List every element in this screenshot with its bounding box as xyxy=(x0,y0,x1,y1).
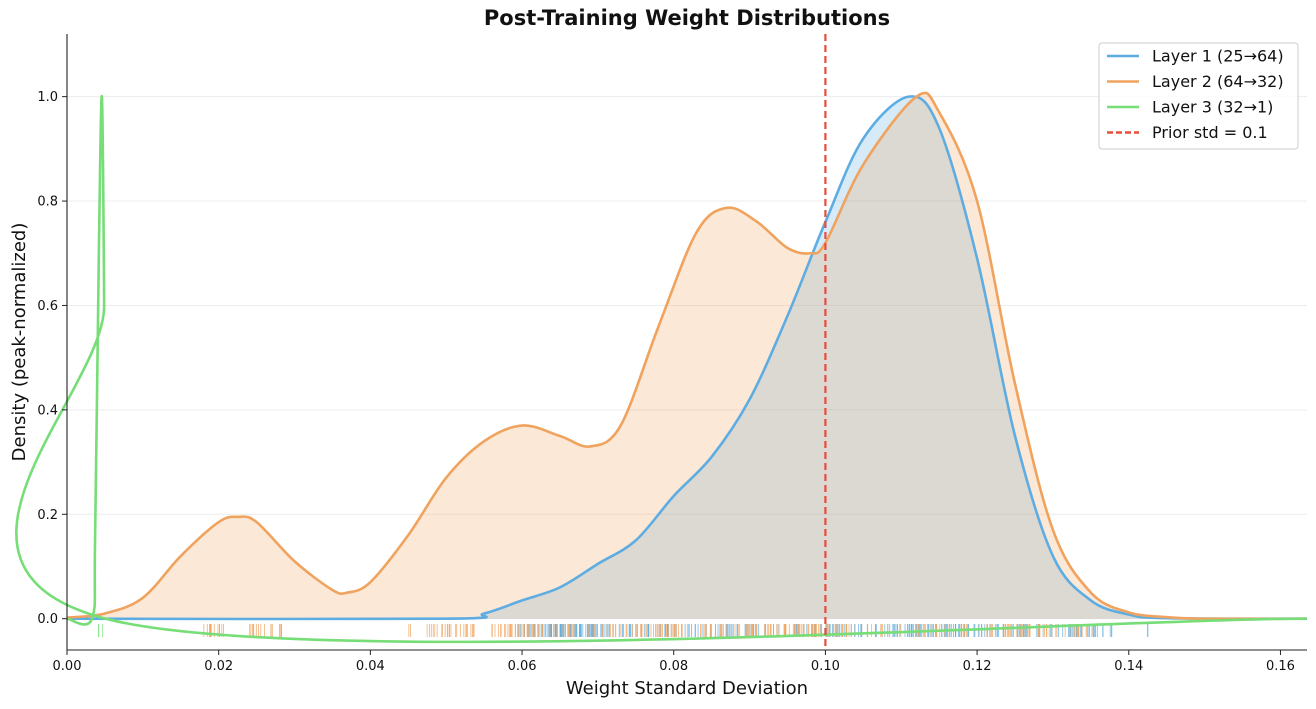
legend-label: Layer 1 (25→64) xyxy=(1152,47,1284,66)
y-ticks: 0.0 0.2 0.4 0.6 0.8 1.0 xyxy=(37,90,67,627)
x-tick-label: 0.08 xyxy=(659,659,688,674)
grid xyxy=(67,96,1307,620)
layer-2-area xyxy=(67,92,1307,619)
x-tick-label: 0.14 xyxy=(1114,659,1143,674)
chart-title: Post-Training Weight Distributions xyxy=(484,6,890,30)
layer-2-line xyxy=(66,91,1308,621)
y-tick-label: 0.2 xyxy=(37,508,58,523)
layer-1-line xyxy=(66,95,1308,621)
y-tick-label: 1.0 xyxy=(37,90,58,105)
x-tick-label: 0.00 xyxy=(53,659,82,674)
y-tick-label: 0.0 xyxy=(37,612,58,627)
legend-box xyxy=(1098,42,1299,150)
x-ticks: 0.00 0.02 0.04 0.06 0.08 0.10 0.12 0.14 0.16 xyxy=(53,650,1295,674)
legend-label: Layer 3 (32→1) xyxy=(1152,98,1273,117)
layer-1-area xyxy=(67,96,1307,620)
x-tick-label: 0.12 xyxy=(963,659,992,674)
x-tick-label: 0.02 xyxy=(204,659,233,674)
y-tick-label: 0.4 xyxy=(37,403,58,418)
y-tick-label: 0.8 xyxy=(37,195,58,210)
legend: Layer 1 (25→64) Layer 2 (64→32) Layer 3 (3… xyxy=(1098,42,1299,150)
x-tick-label: 0.04 xyxy=(356,659,385,674)
legend-label: Layer 2 (64→32) xyxy=(1152,72,1284,91)
x-tick-label: 0.10 xyxy=(811,659,840,674)
layer-3-line xyxy=(15,94,1308,644)
axes xyxy=(66,34,1307,651)
x-tick-label: 0.16 xyxy=(1266,659,1295,674)
legend-label: Prior std = 0.1 xyxy=(1152,123,1268,142)
y-tick-label: 0.6 xyxy=(37,299,58,314)
rug-marks xyxy=(98,624,1149,637)
series-lines xyxy=(15,91,1308,644)
series-fills xyxy=(67,92,1307,620)
y-axis-label: Density (peak-normalized) xyxy=(9,223,30,462)
x-axis-label: Weight Standard Deviation xyxy=(566,678,808,699)
x-tick-label: 0.06 xyxy=(508,659,537,674)
